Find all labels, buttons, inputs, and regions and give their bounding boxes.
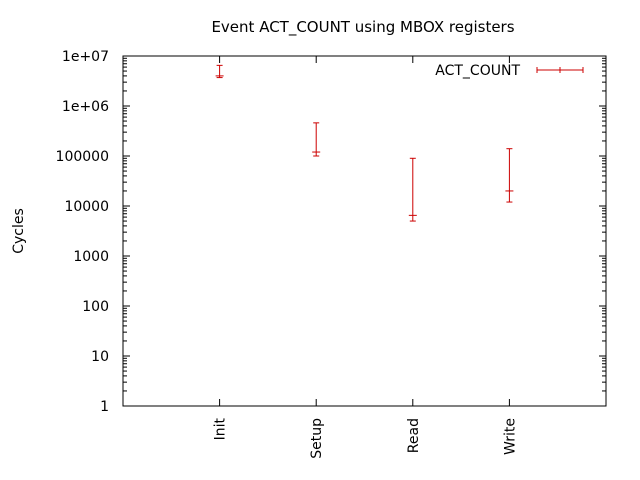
y-tick-label: 1e+07 xyxy=(62,49,109,65)
y-tick-label: 10000 xyxy=(64,199,109,215)
y-tick-label: 1e+06 xyxy=(62,99,109,115)
x-tick-label: Read xyxy=(406,418,422,453)
legend-label: ACT_COUNT xyxy=(435,63,520,79)
error-bar xyxy=(408,157,417,222)
y-tick-label: 100 xyxy=(82,299,109,315)
error-bar xyxy=(312,122,321,157)
x-tick-label: Init xyxy=(213,417,229,440)
x-axis: Init Setup Read Write xyxy=(213,56,518,459)
y-tick-label: 1000 xyxy=(73,249,109,265)
y-tick-label: 100000 xyxy=(56,149,109,165)
plot-frame xyxy=(122,55,607,407)
error-bar xyxy=(215,64,224,79)
y-axis-label: Cycles xyxy=(11,208,27,254)
x-tick-label: Setup xyxy=(309,418,325,459)
x-tick-label: Write xyxy=(502,418,518,455)
legend: ACT_COUNT xyxy=(435,63,584,79)
error-bar xyxy=(505,148,514,203)
y-axis: 1 10 100 1000 10000 100000 1e+06 1e+07 xyxy=(56,49,606,415)
y-tick-label: 1 xyxy=(100,399,109,415)
y-tick-label: 10 xyxy=(91,349,109,365)
series-layer xyxy=(215,64,514,222)
chart-title: Event ACT_COUNT using MBOX registers xyxy=(211,18,514,37)
